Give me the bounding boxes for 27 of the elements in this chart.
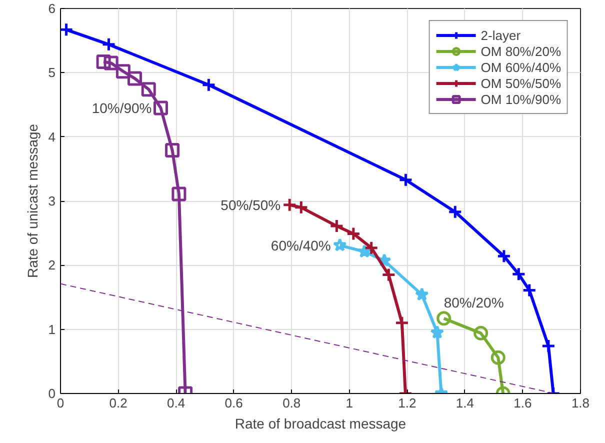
x-tick-label: 1.2	[398, 396, 416, 410]
y-axis-title: Rate of unicast message	[24, 124, 40, 278]
y-tick-label: 5	[48, 65, 56, 80]
x-tick-label: 0.6	[224, 396, 243, 410]
x-tick-label: 1	[346, 396, 354, 410]
legend-label: OM 60%/40%	[480, 60, 561, 74]
legend-label: OM 10%/90%	[480, 92, 561, 106]
x-tick-label: 0.4	[167, 396, 186, 410]
annotation: 10%/90%	[92, 100, 152, 116]
x-tick-label: 1.4	[456, 396, 474, 410]
x-tick-label: 0.2	[109, 396, 128, 410]
y-tick-label: 3	[48, 194, 56, 208]
x-tick-label: 1.8	[571, 396, 590, 410]
legend-label: OM 50%/50%	[480, 76, 561, 90]
y-tick-label: 4	[48, 129, 56, 144]
y-tick-label: 1	[48, 322, 56, 337]
legend-label: 2-layer	[480, 28, 521, 42]
annotation: 80%/20%	[444, 294, 504, 310]
annotation: 50%/50%	[220, 196, 281, 213]
x-axis-title: Rate of broadcast message	[234, 416, 406, 432]
x-tick-label: 0.8	[282, 396, 301, 410]
annotation: 60%/40%	[270, 237, 331, 254]
y-tick-label: 6	[48, 1, 56, 16]
y-tick-label: 2	[48, 258, 56, 273]
legend-label: OM 80%/20%	[480, 44, 561, 58]
y-tick-label: 0	[48, 386, 56, 401]
x-tick-label: 1.6	[514, 396, 532, 410]
